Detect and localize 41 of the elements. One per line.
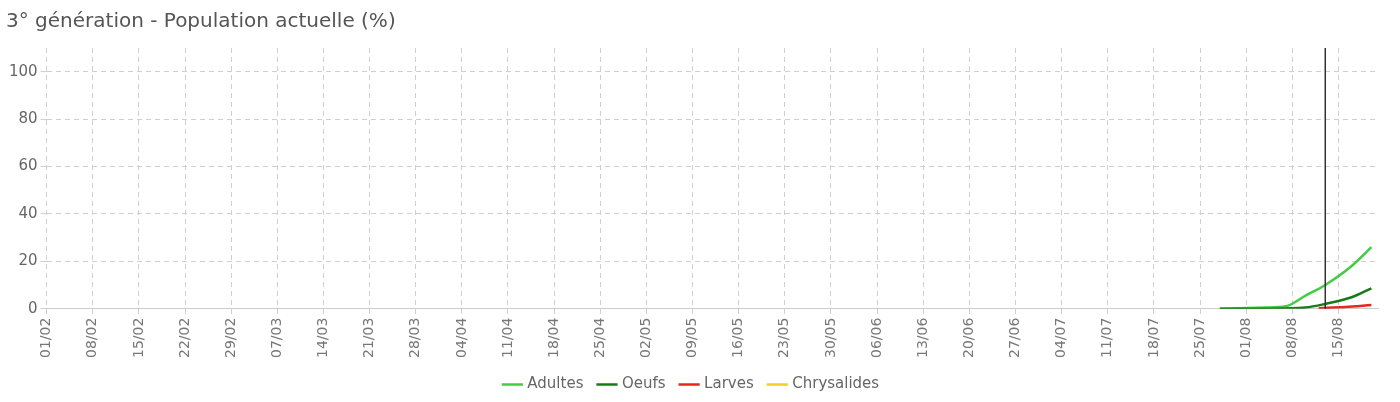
x-tick-label: 18/04 (544, 317, 561, 359)
x-tick-label: 01/08 (1236, 317, 1253, 359)
x-tick-label: 04/07 (1052, 317, 1069, 359)
y-tick-label: 20 (18, 251, 38, 270)
x-tick-label: 02/05 (637, 317, 654, 359)
x-tick-label: 04/04 (452, 317, 469, 359)
y-tick-label: 80 (18, 108, 38, 127)
x-tick-label: 11/07 (1098, 317, 1115, 359)
x-tick-label: 25/07 (1190, 317, 1207, 359)
x-tick-label: 20/06 (960, 317, 976, 359)
x-tick-label: 07/03 (267, 317, 284, 359)
x-tick-label: 22/02 (175, 317, 192, 359)
legend-label: Larves (704, 374, 754, 393)
y-tick-label: 60 (18, 156, 38, 175)
x-tick-label: 11/04 (498, 317, 515, 359)
x-tick-label: 15/02 (129, 317, 146, 359)
legend-label: Oeufs (621, 374, 666, 393)
x-tick-label: 16/05 (729, 317, 746, 359)
x-tick-label: 21/03 (360, 317, 377, 359)
x-tick-label: 27/06 (1006, 317, 1023, 359)
legend-label: Chrysalides (792, 374, 880, 393)
legend-label: Adultes (527, 374, 584, 393)
x-tick-label: 09/05 (683, 317, 700, 359)
y-tick-label: 0 (28, 298, 38, 317)
line-series (1218, 287, 1373, 309)
x-tick-label: 29/02 (221, 317, 238, 359)
y-tick-label: 40 (18, 203, 38, 222)
x-tick-label: 14/03 (314, 317, 331, 359)
x-tick-label: 18/07 (1144, 317, 1161, 359)
x-tick-label: 13/06 (913, 317, 930, 359)
chart-title: 3° génération - Population actuelle (%) (6, 8, 396, 33)
x-tick-label: 01/02 (37, 317, 54, 359)
x-tick-label: 23/05 (775, 317, 792, 359)
x-tick-label: 25/04 (590, 317, 607, 359)
x-tick-label: 06/06 (867, 317, 884, 359)
y-tick-label: 100 (8, 61, 38, 80)
x-tick-label: 08/02 (83, 317, 100, 359)
x-tick-label: 08/08 (1282, 317, 1299, 359)
x-tick-label: 28/03 (406, 317, 423, 359)
x-tick-label: 30/05 (821, 317, 838, 359)
x-tick-label: 15/08 (1329, 317, 1346, 359)
